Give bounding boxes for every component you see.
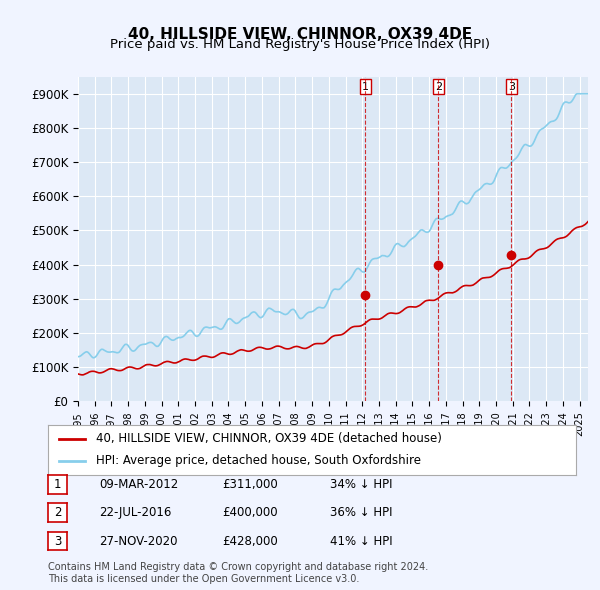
Text: 22-JUL-2016: 22-JUL-2016 [99, 506, 172, 519]
Text: £311,000: £311,000 [222, 478, 278, 491]
Text: 40, HILLSIDE VIEW, CHINNOR, OX39 4DE: 40, HILLSIDE VIEW, CHINNOR, OX39 4DE [128, 27, 472, 41]
Text: 2: 2 [54, 506, 61, 519]
Text: 3: 3 [508, 81, 515, 91]
Text: HPI: Average price, detached house, South Oxfordshire: HPI: Average price, detached house, Sout… [95, 454, 421, 467]
Text: £428,000: £428,000 [222, 535, 278, 548]
Text: 41% ↓ HPI: 41% ↓ HPI [330, 535, 392, 548]
Text: 1: 1 [54, 478, 61, 491]
Text: 3: 3 [54, 535, 61, 548]
Text: 1: 1 [362, 81, 369, 91]
Text: 36% ↓ HPI: 36% ↓ HPI [330, 506, 392, 519]
Text: 40, HILLSIDE VIEW, CHINNOR, OX39 4DE (detached house): 40, HILLSIDE VIEW, CHINNOR, OX39 4DE (de… [95, 432, 442, 445]
Text: 09-MAR-2012: 09-MAR-2012 [99, 478, 178, 491]
Text: 2: 2 [435, 81, 442, 91]
Text: £400,000: £400,000 [222, 506, 278, 519]
Text: 34% ↓ HPI: 34% ↓ HPI [330, 478, 392, 491]
Text: Contains HM Land Registry data © Crown copyright and database right 2024.
This d: Contains HM Land Registry data © Crown c… [48, 562, 428, 584]
Text: Price paid vs. HM Land Registry's House Price Index (HPI): Price paid vs. HM Land Registry's House … [110, 38, 490, 51]
Text: 27-NOV-2020: 27-NOV-2020 [99, 535, 178, 548]
